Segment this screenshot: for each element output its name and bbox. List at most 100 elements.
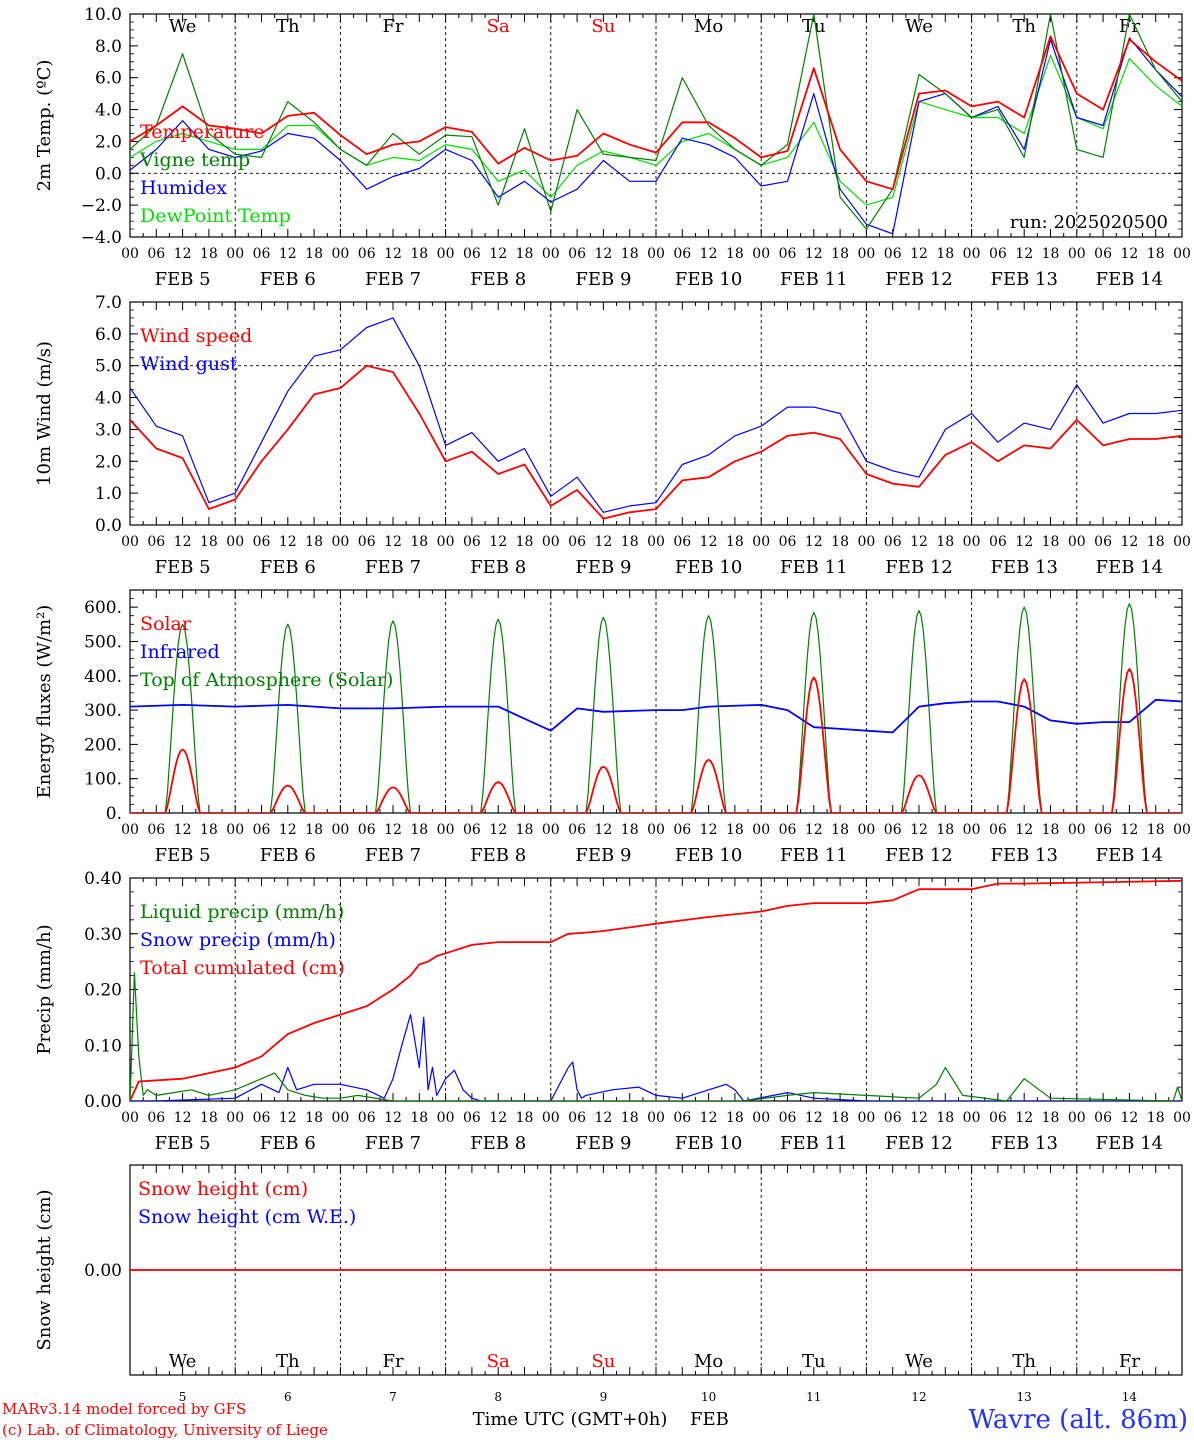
x-ticks (129, 590, 1183, 813)
hour-tick-label: 00 (647, 1110, 665, 1126)
y-tick-label: 0.30 (84, 925, 122, 945)
date-label: FEB 7 (365, 269, 421, 290)
hour-tick-label: 00 (542, 822, 560, 838)
hour-tick-label: 12 (279, 534, 297, 550)
hour-tick-label: 12 (594, 822, 612, 838)
hour-tick-label: 12 (1015, 822, 1033, 838)
hour-tick-label: 00 (121, 246, 139, 262)
hour-tick-label: 00 (121, 534, 139, 550)
date-label: FEB 12 (885, 1133, 952, 1154)
hour-tick-label: 00 (1173, 246, 1191, 262)
hour-tick-label: 12 (489, 822, 507, 838)
hour-tick-label: 12 (910, 246, 928, 262)
series-line (130, 14, 1182, 230)
series-group (130, 317, 1182, 520)
panels-layer: −4.0 −2.0 0.0 2.0 4.0 6.0 8.0 10.0 2m Temp. (ºC)… (34, 5, 1191, 1404)
y-tick-label: −4.0 (81, 228, 122, 248)
hour-tick-label: 06 (463, 246, 481, 262)
hour-tick-label: 18 (936, 246, 954, 262)
hour-tick-label: 00 (963, 246, 981, 262)
hour-tick-label: 18 (726, 1110, 744, 1126)
hour-tick-label: 18 (1042, 246, 1060, 262)
date-label: FEB 5 (155, 557, 211, 578)
legend-entry: Liquid precip (mm/h) (140, 901, 344, 923)
date-label: FEB 7 (365, 1133, 421, 1154)
hour-tick-label: 18 (410, 822, 428, 838)
date-label: FEB 8 (470, 845, 526, 866)
hour-tick-label: 12 (174, 1110, 192, 1126)
y-tick-label: 0.00 (84, 1092, 122, 1112)
hour-tick-label: 06 (463, 822, 481, 838)
y-tick-label: 7.0 (95, 293, 122, 313)
x-axis-month: FEB (690, 1409, 729, 1430)
date-label: FEB 5 (155, 1133, 211, 1154)
hour-tick-label: 00 (1173, 822, 1191, 838)
day-number-label: 8 (494, 1390, 502, 1404)
date-label: FEB 13 (990, 557, 1057, 578)
date-label: FEB 9 (575, 557, 631, 578)
hour-tick-label: 12 (174, 246, 192, 262)
hour-tick-label: 06 (147, 1110, 165, 1126)
plot-frame (129, 301, 1183, 526)
day-number-label: 11 (806, 1390, 821, 1404)
date-label: FEB 13 (990, 1133, 1057, 1154)
date-label: FEB 7 (365, 845, 421, 866)
hour-tick-label: 06 (779, 534, 797, 550)
hour-tick-label: 00 (752, 822, 770, 838)
hour-tick-label: 00 (331, 822, 349, 838)
y-tick-label: 0.40 (84, 869, 122, 889)
y-tick-label: 400. (84, 667, 122, 687)
hour-tick-label: 06 (884, 534, 902, 550)
date-label: FEB 12 (885, 269, 952, 290)
hour-tick-label: 12 (384, 822, 402, 838)
date-label: FEB 13 (990, 845, 1057, 866)
hour-tick-label: 00 (857, 1110, 875, 1126)
hour-tick-label: 06 (358, 822, 376, 838)
y-minor-ticks (130, 13, 1182, 238)
day-abbr-label: Mo (694, 1351, 723, 1372)
plot-frame (129, 589, 1183, 814)
hour-tick-label: 06 (989, 534, 1007, 550)
legend-entry: Top of Atmosphere (Solar) (140, 669, 393, 691)
legend-entry: Total cumulated (cm) (140, 957, 345, 979)
credit-line-1: MARv3.14 model forced by GFS (2, 1400, 246, 1418)
hour-tick-label: 12 (594, 246, 612, 262)
y-tick-label: 200. (84, 735, 122, 755)
legend-entry: Humidex (140, 177, 227, 199)
series-group (130, 879, 1182, 1101)
y-tick-label: 5.0 (95, 357, 122, 377)
date-label: FEB 8 (470, 557, 526, 578)
hour-tick-label: 12 (594, 1110, 612, 1126)
hour-tick-label: 06 (253, 534, 271, 550)
hour-tick-label: 18 (200, 534, 218, 550)
hour-tick-label: 06 (779, 1110, 797, 1126)
hour-tick-label: 18 (305, 534, 323, 550)
hour-tick-label: 12 (384, 1110, 402, 1126)
date-label: FEB 11 (780, 845, 847, 866)
hour-tick-label: 12 (1120, 1110, 1138, 1126)
hour-tick-label: 00 (963, 822, 981, 838)
day-number-label: 14 (1122, 1390, 1138, 1404)
hour-tick-label: 06 (253, 1110, 271, 1126)
hour-tick-label: 12 (1015, 534, 1033, 550)
y-tick-label: 1.0 (95, 484, 122, 504)
hour-tick-label: 12 (1120, 246, 1138, 262)
date-label: FEB 8 (470, 269, 526, 290)
hour-tick-label: 00 (542, 246, 560, 262)
series-line (130, 37, 1182, 235)
hour-tick-label: 06 (673, 534, 691, 550)
hour-tick-label: 18 (1042, 1110, 1060, 1126)
date-label: FEB 12 (885, 557, 952, 578)
hour-tick-label: 12 (594, 534, 612, 550)
hour-tick-label: 00 (857, 534, 875, 550)
date-label: FEB 11 (780, 557, 847, 578)
hour-tick-label: 12 (700, 822, 718, 838)
hour-tick-label: 00 (121, 1110, 139, 1126)
date-label: FEB 6 (260, 269, 316, 290)
y-tick-label: 0. (106, 804, 122, 824)
hour-tick-label: 06 (568, 246, 586, 262)
hour-tick-label: 06 (673, 246, 691, 262)
hour-tick-label: 06 (1094, 246, 1112, 262)
hour-tick-label: 00 (752, 534, 770, 550)
